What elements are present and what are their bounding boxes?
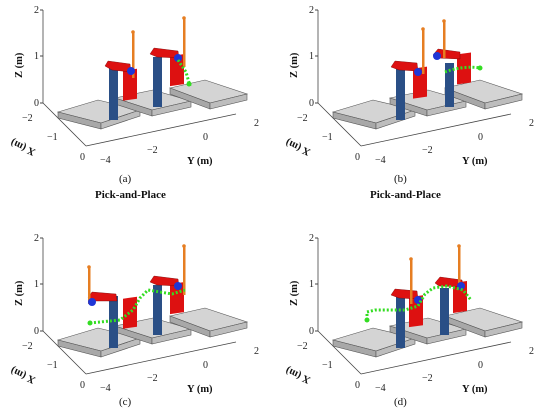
scene-d: [331, 244, 524, 358]
panel-c: 2 1 0 Z (m) −2 −1 0 X (m) −4 −2 0 2 Y (m…: [0, 208, 275, 416]
x-axis-label: X (m): [9, 136, 38, 157]
scene-c: [56, 244, 249, 358]
y-tick-2: 0: [203, 132, 208, 143]
x-tick-1: −1: [47, 132, 58, 143]
y-tick-2: 0: [478, 360, 483, 371]
z-tick-0: 0: [34, 98, 39, 109]
z-tick-1: 1: [309, 51, 314, 62]
z-tick-0: 0: [309, 98, 314, 109]
y-tick-2: 0: [478, 132, 483, 143]
panel-d: 2 1 0 Z (m) −2 −1 0 X (m) −4 −2 0 2 Y (m…: [275, 208, 550, 416]
z-axis-label: Z (m): [14, 280, 25, 306]
plot-a: 2 1 0 Z (m) −2 −1 0 X (m) −4 −2 0 2 Y (m…: [9, 5, 259, 167]
y-tick-0: −4: [100, 155, 111, 166]
y-tick-0: −4: [375, 383, 386, 394]
panel-label-b: (b): [394, 173, 407, 185]
x-tick-0: −2: [297, 113, 308, 124]
y-axis-label: Y (m): [462, 384, 488, 395]
y-tick-3: 2: [529, 118, 534, 129]
panel-label-d: (d): [394, 396, 407, 408]
y-tick-2: 0: [203, 360, 208, 371]
x-tick-2: 0: [355, 152, 360, 163]
x-tick-2: 0: [355, 380, 360, 391]
plot-c: 2 1 0 Z (m) −2 −1 0 X (m) −4 −2 0 2 Y (m…: [9, 233, 259, 395]
z-tick-2: 2: [309, 233, 314, 244]
x-tick-2: 0: [80, 152, 85, 163]
z-axis-label: Z (m): [289, 280, 300, 306]
panel-label-a: (a): [119, 173, 132, 185]
panel-b: 2 1 0 Z (m) −2 −1 0 X (m) −4 −2 0 2 Y (m…: [275, 0, 550, 208]
x-tick-0: −2: [22, 341, 33, 352]
x-axis-label: X (m): [284, 364, 313, 385]
panel-a: 2 1 0 Z (m) −2 −1 0 X (m) −4 −2 0 2 Y (m…: [0, 0, 275, 208]
panel-subtitle-b: Pick-and-Place: [370, 189, 441, 201]
x-tick-1: −1: [322, 360, 333, 371]
z-tick-0: 0: [34, 326, 39, 337]
z-tick-1: 1: [34, 51, 39, 62]
z-tick-1: 1: [309, 279, 314, 290]
z-axis-label: Z (m): [14, 52, 25, 78]
y-tick-1: −2: [147, 373, 158, 384]
y-axis-label: Y (m): [462, 156, 488, 167]
z-tick-2: 2: [309, 5, 314, 16]
x-tick-1: −1: [47, 360, 58, 371]
x-tick-0: −2: [297, 341, 308, 352]
y-tick-0: −4: [100, 383, 111, 394]
y-axis-label: Y (m): [187, 156, 213, 167]
x-tick-1: −1: [322, 132, 333, 143]
y-axis-label: Y (m): [187, 384, 213, 395]
y-tick-1: −2: [422, 373, 433, 384]
y-tick-1: −2: [422, 145, 433, 156]
y-tick-1: −2: [147, 145, 158, 156]
y-tick-3: 2: [529, 346, 534, 357]
y-tick-3: 2: [254, 118, 259, 129]
y-tick-0: −4: [375, 155, 386, 166]
x-tick-2: 0: [80, 380, 85, 391]
x-tick-0: −2: [22, 113, 33, 124]
z-axis-label: Z (m): [289, 52, 300, 78]
y-tick-3: 2: [254, 346, 259, 357]
z-tick-2: 2: [34, 5, 39, 16]
panel-label-c: (c): [119, 396, 132, 408]
z-tick-1: 1: [34, 279, 39, 290]
z-tick-0: 0: [309, 326, 314, 337]
scene-b: [331, 19, 524, 130]
z-tick-2: 2: [34, 233, 39, 244]
plot-b: 2 1 0 Z (m) −2 −1 0 X (m) −4 −2 0 2 Y (m…: [284, 5, 534, 167]
x-axis-label: X (m): [9, 364, 38, 385]
panel-subtitle-a: Pick-and-Place: [95, 189, 166, 201]
plot-d: 2 1 0 Z (m) −2 −1 0 X (m) −4 −2 0 2 Y (m…: [284, 233, 534, 395]
scene-a: [56, 16, 249, 130]
x-axis-label: X (m): [284, 136, 313, 157]
